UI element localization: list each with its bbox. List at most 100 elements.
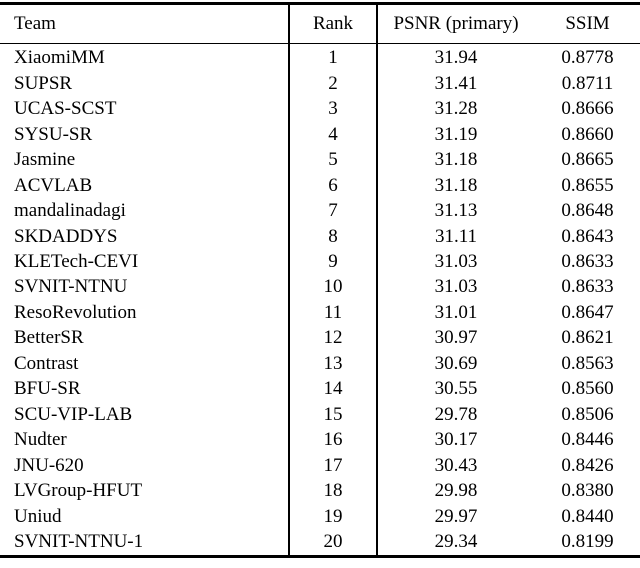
table-row: Nudter 16 30.17 0.8446	[0, 427, 640, 452]
table-row: SUPSR 2 31.41 0.8711	[0, 70, 640, 95]
team-cell: XiaomiMM	[14, 48, 105, 68]
table-row: SVNIT-NTNU-1 20 29.34 0.8199	[0, 529, 640, 554]
ssim-cell: 0.8560	[561, 379, 614, 399]
table-row: XiaomiMM 1 31.94 0.8778	[0, 45, 640, 70]
psnr-cell: 30.17	[434, 430, 478, 450]
psnr-cell: 30.55	[434, 379, 478, 399]
rank-cell: 3	[328, 99, 338, 119]
team-cell: ACVLAB	[14, 175, 93, 195]
header-rule	[0, 42, 640, 45]
column-header-ssim: SSIM	[565, 14, 610, 33]
column-separator-team-rank	[288, 5, 290, 558]
team-cell: BetterSR	[14, 328, 84, 348]
ssim-cell: 0.8426	[561, 455, 614, 475]
psnr-cell: 31.19	[434, 124, 478, 144]
ssim-cell: 0.8621	[561, 328, 614, 348]
psnr-cell: 29.34	[434, 532, 478, 552]
team-cell: SCU-VIP-LAB	[14, 404, 133, 424]
psnr-cell: 31.03	[434, 251, 478, 271]
ssim-cell: 0.8660	[561, 124, 614, 144]
table-row: SVNIT-NTNU 10 31.03 0.8633	[0, 274, 640, 299]
rank-cell: 18	[323, 481, 343, 501]
psnr-cell: 31.28	[434, 99, 478, 119]
ssim-cell: 0.8647	[561, 302, 614, 322]
rank-cell: 13	[323, 353, 343, 373]
team-cell: ResoRevolution	[14, 302, 137, 322]
psnr-cell: 30.43	[434, 455, 478, 475]
table-row: ACVLAB 6 31.18 0.8655	[0, 172, 640, 197]
psnr-cell: 29.78	[434, 404, 478, 424]
psnr-cell: 29.98	[434, 481, 478, 501]
psnr-cell: 30.69	[434, 353, 478, 373]
psnr-cell: 31.11	[434, 226, 478, 246]
rank-cell: 4	[328, 124, 338, 144]
team-cell: Contrast	[14, 353, 79, 373]
table-row: Contrast 13 30.69 0.8563	[0, 351, 640, 376]
ssim-cell: 0.8655	[561, 175, 614, 195]
table-header-row: Team Rank PSNR (primary) SSIM	[0, 5, 640, 42]
team-cell: BFU-SR	[14, 379, 81, 399]
psnr-cell: 31.03	[434, 277, 478, 297]
table-row: BFU-SR 14 30.55 0.8560	[0, 376, 640, 401]
column-header-psnr: PSNR (primary)	[393, 14, 519, 33]
psnr-cell: 30.97	[434, 328, 478, 348]
table-row: UCAS-SCST 3 31.28 0.8666	[0, 96, 640, 121]
rank-cell: 16	[323, 430, 343, 450]
table-row: SYSU-SR 4 31.19 0.8660	[0, 121, 640, 146]
psnr-cell: 31.18	[434, 175, 478, 195]
ssim-cell: 0.8711	[561, 73, 614, 93]
column-header-team: Team	[14, 14, 56, 33]
table-row: SCU-VIP-LAB 15 29.78 0.8506	[0, 402, 640, 427]
column-separator-rank-psnr	[376, 5, 378, 558]
psnr-cell: 31.18	[434, 150, 478, 170]
team-cell: SYSU-SR	[14, 124, 93, 144]
rank-cell: 1	[328, 48, 338, 68]
rank-cell: 19	[323, 506, 343, 526]
rank-cell: 11	[323, 302, 343, 322]
rank-cell: 14	[323, 379, 343, 399]
team-cell: UCAS-SCST	[14, 99, 117, 119]
psnr-cell: 29.97	[434, 506, 478, 526]
table-body: XiaomiMM 1 31.94 0.8778 SUPSR 2 31.41 0.…	[0, 45, 640, 554]
ssim-cell: 0.8665	[561, 150, 614, 170]
table-row: BetterSR 12 30.97 0.8621	[0, 325, 640, 350]
team-cell: SVNIT-NTNU	[14, 277, 128, 297]
ssim-cell: 0.8648	[561, 201, 614, 221]
ssim-cell: 0.8633	[561, 277, 614, 297]
ssim-cell: 0.8199	[561, 532, 614, 552]
table-row: mandalinadagi 7 31.13 0.8648	[0, 198, 640, 223]
rank-cell: 12	[323, 328, 343, 348]
psnr-cell: 31.41	[434, 73, 478, 93]
psnr-cell: 31.01	[434, 302, 478, 322]
psnr-cell: 31.13	[434, 201, 478, 221]
ssim-cell: 0.8563	[561, 353, 614, 373]
ssim-cell: 0.8633	[561, 251, 614, 271]
ssim-cell: 0.8506	[561, 404, 614, 424]
table-row: SKDADDYS 8 31.11 0.8643	[0, 223, 640, 248]
rank-cell: 6	[328, 175, 338, 195]
rank-cell: 9	[328, 251, 338, 271]
table-row: Jasmine 5 31.18 0.8665	[0, 147, 640, 172]
rank-cell: 7	[328, 201, 338, 221]
rank-cell: 15	[323, 404, 343, 424]
column-header-rank: Rank	[312, 14, 354, 33]
table-row: Uniud 19 29.97 0.8440	[0, 503, 640, 528]
table-row: JNU-620 17 30.43 0.8426	[0, 453, 640, 478]
table-row: ResoRevolution 11 31.01 0.8647	[0, 300, 640, 325]
bottom-rule	[0, 554, 640, 558]
psnr-cell: 31.94	[434, 48, 478, 68]
ssim-cell: 0.8446	[561, 430, 614, 450]
team-cell: Nudter	[14, 430, 67, 450]
rank-cell: 20	[323, 532, 343, 552]
top-rule	[0, 2, 640, 5]
team-cell: LVGroup-HFUT	[14, 481, 143, 501]
table-row: KLETech-CEVI 9 31.03 0.8633	[0, 249, 640, 274]
team-cell: SKDADDYS	[14, 226, 118, 246]
team-cell: SVNIT-NTNU-1	[14, 532, 144, 552]
rank-cell: 2	[328, 73, 338, 93]
ssim-cell: 0.8380	[561, 481, 614, 501]
team-cell: JNU-620	[14, 455, 84, 475]
ssim-cell: 0.8778	[561, 48, 614, 68]
rank-cell: 10	[323, 277, 343, 297]
